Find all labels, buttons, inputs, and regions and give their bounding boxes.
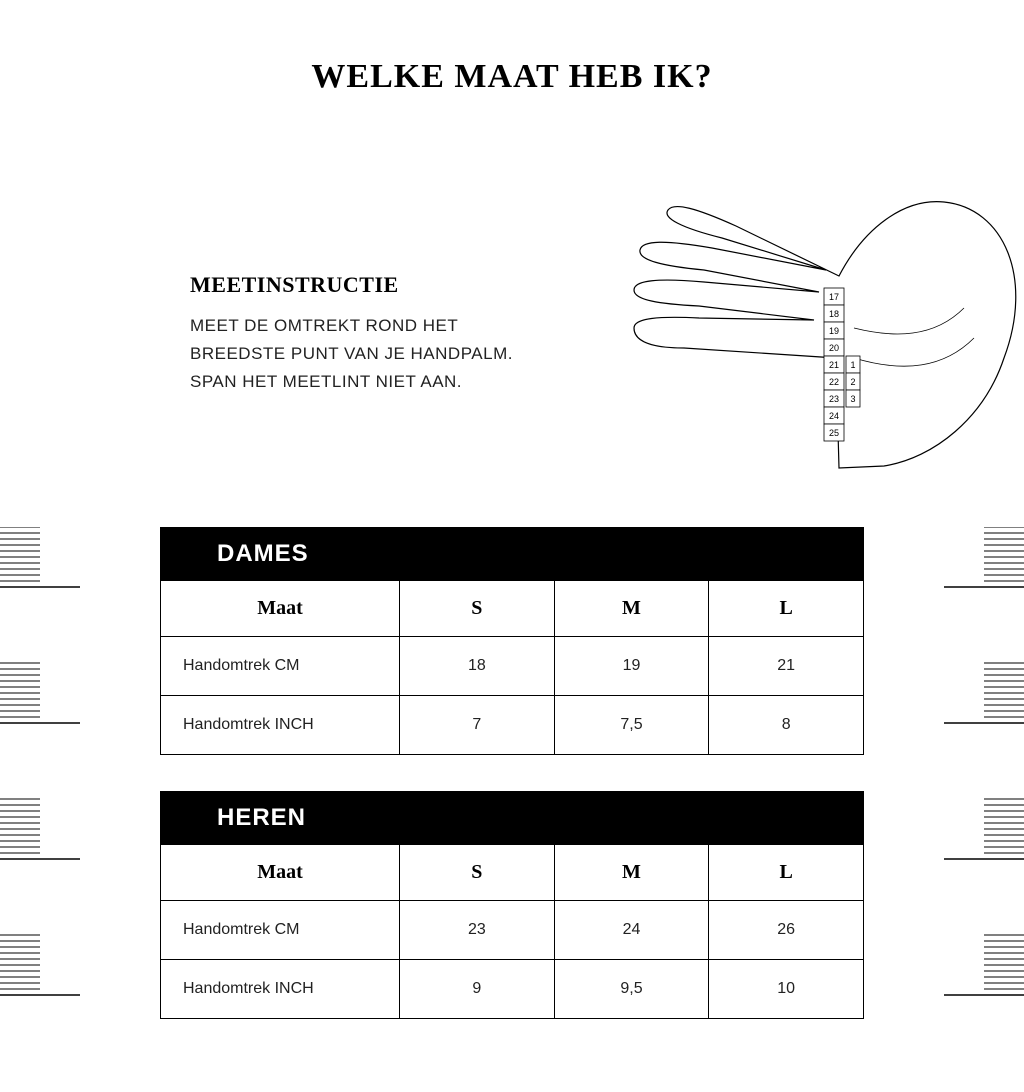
- cell: 9,5: [554, 960, 709, 1019]
- svg-text:1: 1: [850, 360, 855, 370]
- cell: 7,5: [554, 696, 709, 755]
- svg-text:3: 3: [850, 394, 855, 404]
- page-title: WELKE MAAT HEB IK?: [0, 58, 1024, 96]
- row-label: Handomtrek CM: [161, 637, 400, 696]
- instruction-block: MEETINSTRUCTIE MEET DE OMTREKT ROND HET …: [190, 272, 610, 396]
- table-row: Handomtrek CM 23 24 26: [161, 901, 864, 960]
- col-l: L: [709, 845, 864, 901]
- instruction-line-3: SPAN HET MEETLINT NIET AAN.: [190, 372, 462, 391]
- col-maat: Maat: [161, 845, 400, 901]
- col-m: M: [554, 845, 709, 901]
- dames-table: DAMES Maat S M L Handomtrek CM 18 19 21 …: [160, 527, 864, 755]
- col-s: S: [400, 845, 555, 901]
- cell: 24: [554, 901, 709, 960]
- row-label: Handomtrek INCH: [161, 960, 400, 1019]
- cell: 8: [709, 696, 864, 755]
- dames-title: DAMES: [161, 528, 864, 581]
- cell: 26: [709, 901, 864, 960]
- cell: 19: [554, 637, 709, 696]
- svg-text:25: 25: [829, 428, 839, 438]
- cell: 10: [709, 960, 864, 1019]
- cell: 21: [709, 637, 864, 696]
- instruction-line-2: BREEDSTE PUNT VAN JE HANDPALM.: [190, 344, 513, 363]
- svg-text:20: 20: [829, 343, 839, 353]
- heren-table: HEREN Maat S M L Handomtrek CM 23 24 26 …: [160, 791, 864, 1019]
- instruction-line-1: MEET DE OMTREKT ROND HET: [190, 316, 458, 335]
- hand-illustration: 171819202122232425123: [604, 188, 1024, 488]
- table-row: Handomtrek INCH 7 7,5 8: [161, 696, 864, 755]
- svg-text:24: 24: [829, 411, 839, 421]
- svg-text:19: 19: [829, 326, 839, 336]
- cell: 23: [400, 901, 555, 960]
- col-maat: Maat: [161, 581, 400, 637]
- svg-text:23: 23: [829, 394, 839, 404]
- instruction-text: MEET DE OMTREKT ROND HET BREEDSTE PUNT V…: [190, 312, 610, 396]
- col-l: L: [709, 581, 864, 637]
- svg-text:17: 17: [829, 292, 839, 302]
- heren-title: HEREN: [161, 792, 864, 845]
- instruction-heading: MEETINSTRUCTIE: [190, 272, 610, 298]
- row-label: Handomtrek CM: [161, 901, 400, 960]
- svg-text:2: 2: [850, 377, 855, 387]
- cell: 7: [400, 696, 555, 755]
- cell: 9: [400, 960, 555, 1019]
- row-label: Handomtrek INCH: [161, 696, 400, 755]
- svg-text:22: 22: [829, 377, 839, 387]
- col-m: M: [554, 581, 709, 637]
- svg-text:18: 18: [829, 309, 839, 319]
- svg-text:21: 21: [829, 360, 839, 370]
- ruler-decoration-left: [0, 527, 80, 1087]
- size-tables: DAMES Maat S M L Handomtrek CM 18 19 21 …: [160, 527, 864, 1055]
- table-row: Handomtrek INCH 9 9,5 10: [161, 960, 864, 1019]
- ruler-decoration-right: [944, 527, 1024, 1087]
- col-s: S: [400, 581, 555, 637]
- table-row: Handomtrek CM 18 19 21: [161, 637, 864, 696]
- cell: 18: [400, 637, 555, 696]
